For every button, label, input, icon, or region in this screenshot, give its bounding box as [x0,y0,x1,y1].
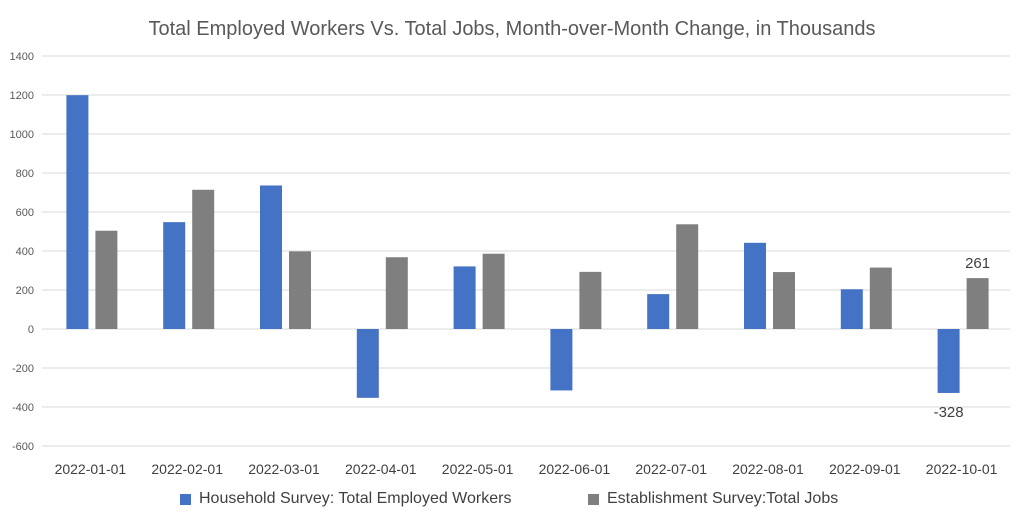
bar-establishment [385,257,408,329]
bar-household [260,185,282,329]
x-tick-label: 2022-08-01 [732,461,804,477]
bar-household [647,294,670,329]
data-label: -328 [934,404,964,421]
y-tick-label: -400 [12,402,34,414]
bar-establishment [192,189,215,329]
bar-establishment [95,230,118,329]
y-tick-label: 400 [16,246,34,258]
y-tick-label: 1400 [10,51,34,63]
y-tick-label: -200 [12,363,34,375]
bar-household [66,95,89,329]
y-tick-label: 200 [16,285,34,297]
bar-household [937,329,960,393]
legend: Household Survey: Total Employed Workers… [0,490,1024,514]
x-tick-label: 2022-05-01 [442,461,514,477]
legend-label-household: Household Survey: Total Employed Workers [199,490,512,507]
bar-household [356,329,379,398]
legend-swatch-establishment [588,493,599,505]
x-tick-label: 2022-07-01 [635,461,707,477]
x-tick-label: 2022-04-01 [345,461,417,477]
legend-item-establishment: Establishment Survey:Total Jobs [588,490,838,508]
y-tick-label: 0 [28,324,34,336]
x-tick-label: 2022-03-01 [248,461,320,477]
legend-item-household: Household Survey: Total Employed Workers [180,490,511,508]
legend-swatch-household [180,493,191,505]
bar-establishment [676,224,699,329]
y-tick-label: 1000 [10,129,34,141]
x-tick-label: 2022-06-01 [539,461,611,477]
bar-establishment [289,251,311,329]
y-tick-label: 800 [16,168,34,180]
bar-household [744,242,766,329]
x-tick-label: 2022-10-01 [926,461,998,477]
data-label: 261 [965,255,990,272]
x-tick-label: 2022-01-01 [55,461,127,477]
y-tick-label: -600 [12,441,34,453]
y-tick-label: 600 [16,207,34,219]
bar-household [163,222,186,329]
bar-household [453,266,476,329]
legend-label-establishment: Establishment Survey:Total Jobs [607,490,839,507]
bar-household [550,329,573,391]
chart-title: Total Employed Workers Vs. Total Jobs, M… [148,18,876,40]
x-tick-label: 2022-02-01 [151,461,223,477]
bar-establishment [966,278,989,329]
bar-establishment [773,272,795,329]
x-tick-label: 2022-09-01 [829,461,901,477]
bar-household [840,289,863,329]
bar-establishment [869,267,892,329]
bar-establishment [482,253,505,329]
y-tick-label: 1200 [10,90,34,102]
bar-establishment [579,271,602,329]
